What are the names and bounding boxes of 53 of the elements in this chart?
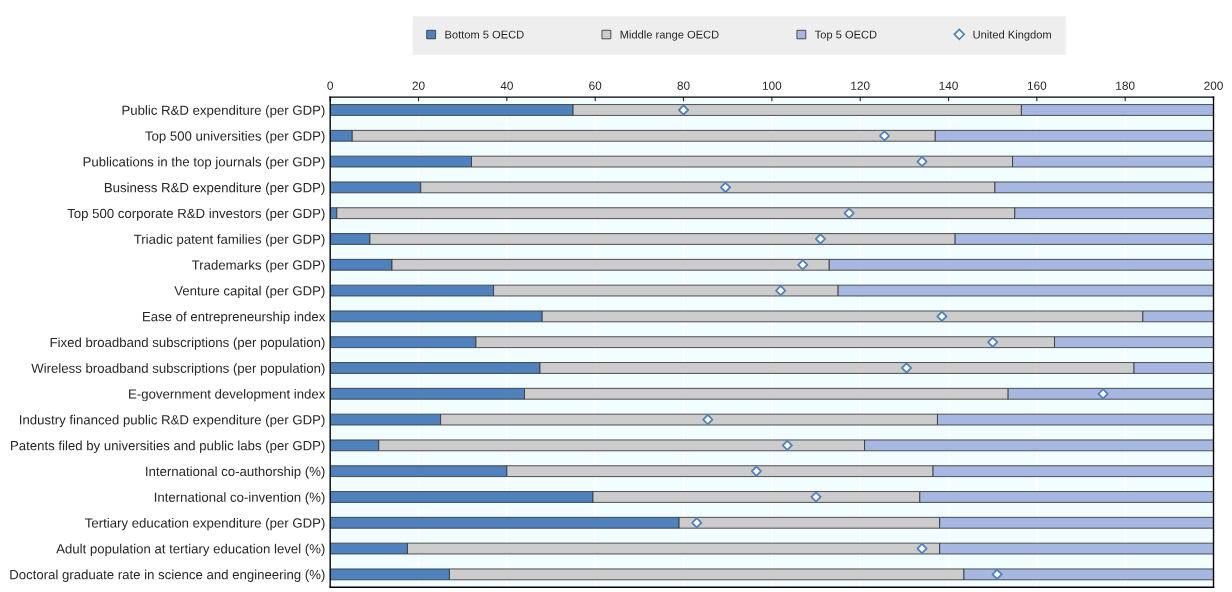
point bbox=[901, 362, 913, 374]
y-tick-label: Wireless broadband subscriptions (per population) bbox=[31, 363, 325, 376]
point bbox=[781, 439, 793, 451]
y-tick-label: Doctoral graduate rate in science and engineering (%) bbox=[10, 569, 325, 582]
point bbox=[936, 310, 948, 322]
legend-label: Middle range OECD bbox=[620, 30, 719, 41]
point bbox=[775, 285, 787, 297]
y-tick-label: Ease of entrepreneurship index bbox=[143, 311, 326, 324]
x-tick-label: 160 bbox=[1027, 81, 1047, 90]
y-tick-label: Trademarks (per GDP) bbox=[191, 260, 325, 273]
y-tick-label: Business R&D expenditure (per GDP) bbox=[104, 182, 325, 195]
y-tick-label: Patents filed by universities and public labs (per GDP) bbox=[11, 440, 325, 453]
y-tick-label: International co-invention (%) bbox=[154, 492, 325, 505]
y-tick-label: Triadic patent families (per GDP) bbox=[134, 234, 325, 247]
x-tick-label: 80 bbox=[677, 81, 690, 90]
point bbox=[987, 336, 999, 348]
point bbox=[750, 465, 762, 477]
point bbox=[843, 207, 855, 219]
point bbox=[678, 104, 690, 116]
point bbox=[1097, 388, 1109, 400]
point bbox=[797, 259, 809, 271]
y-tick-label: Top 500 corporate R&D investors (per GDP) bbox=[67, 208, 325, 221]
x-tick-label: 120 bbox=[851, 81, 870, 90]
y-tick-label: E-government development index bbox=[129, 388, 326, 402]
y-tick-label: Public R&D expenditure (per GDP) bbox=[122, 105, 325, 118]
y-tick-label: Tertiary education expenditure (per GDP) bbox=[85, 517, 325, 531]
point bbox=[991, 568, 1003, 580]
point bbox=[916, 156, 928, 168]
x-tick-label: 20 bbox=[412, 81, 425, 90]
legend-label: Top 5 OECD bbox=[814, 30, 877, 41]
y-tick-label: International co-authorship (%) bbox=[146, 466, 325, 479]
x-tick-label: 40 bbox=[500, 81, 513, 90]
point bbox=[814, 233, 826, 245]
x-tick-label: 100 bbox=[762, 81, 782, 90]
point bbox=[916, 543, 928, 555]
y-tick-label: Top 500 universities (per GDP) bbox=[145, 131, 325, 144]
point bbox=[878, 130, 890, 142]
legend-label: United Kingdom bbox=[973, 30, 1051, 41]
x-tick-label: 140 bbox=[939, 81, 958, 90]
x-tick-label: 0 bbox=[327, 81, 333, 90]
x-tick-label: 60 bbox=[589, 81, 602, 90]
legend-label: Bottom 5 OECD bbox=[445, 30, 524, 39]
x-tick-label: 200 bbox=[1204, 81, 1223, 90]
point bbox=[691, 517, 703, 529]
point bbox=[810, 491, 822, 503]
x-tick-label: 180 bbox=[1116, 81, 1135, 90]
point bbox=[702, 414, 714, 426]
y-tick-label: Venture capital (per GDP) bbox=[174, 285, 325, 299]
y-tick-label: Publications in the top journals (per GDP) bbox=[83, 156, 325, 170]
y-tick-label: Industry financed public R&D expenditure (per GDP) bbox=[20, 414, 325, 428]
y-tick-label: Fixed broadband subscriptions (per population) bbox=[50, 337, 325, 350]
point bbox=[719, 181, 731, 193]
y-tick-label: Adult population at tertiary education level (%) bbox=[56, 543, 325, 557]
